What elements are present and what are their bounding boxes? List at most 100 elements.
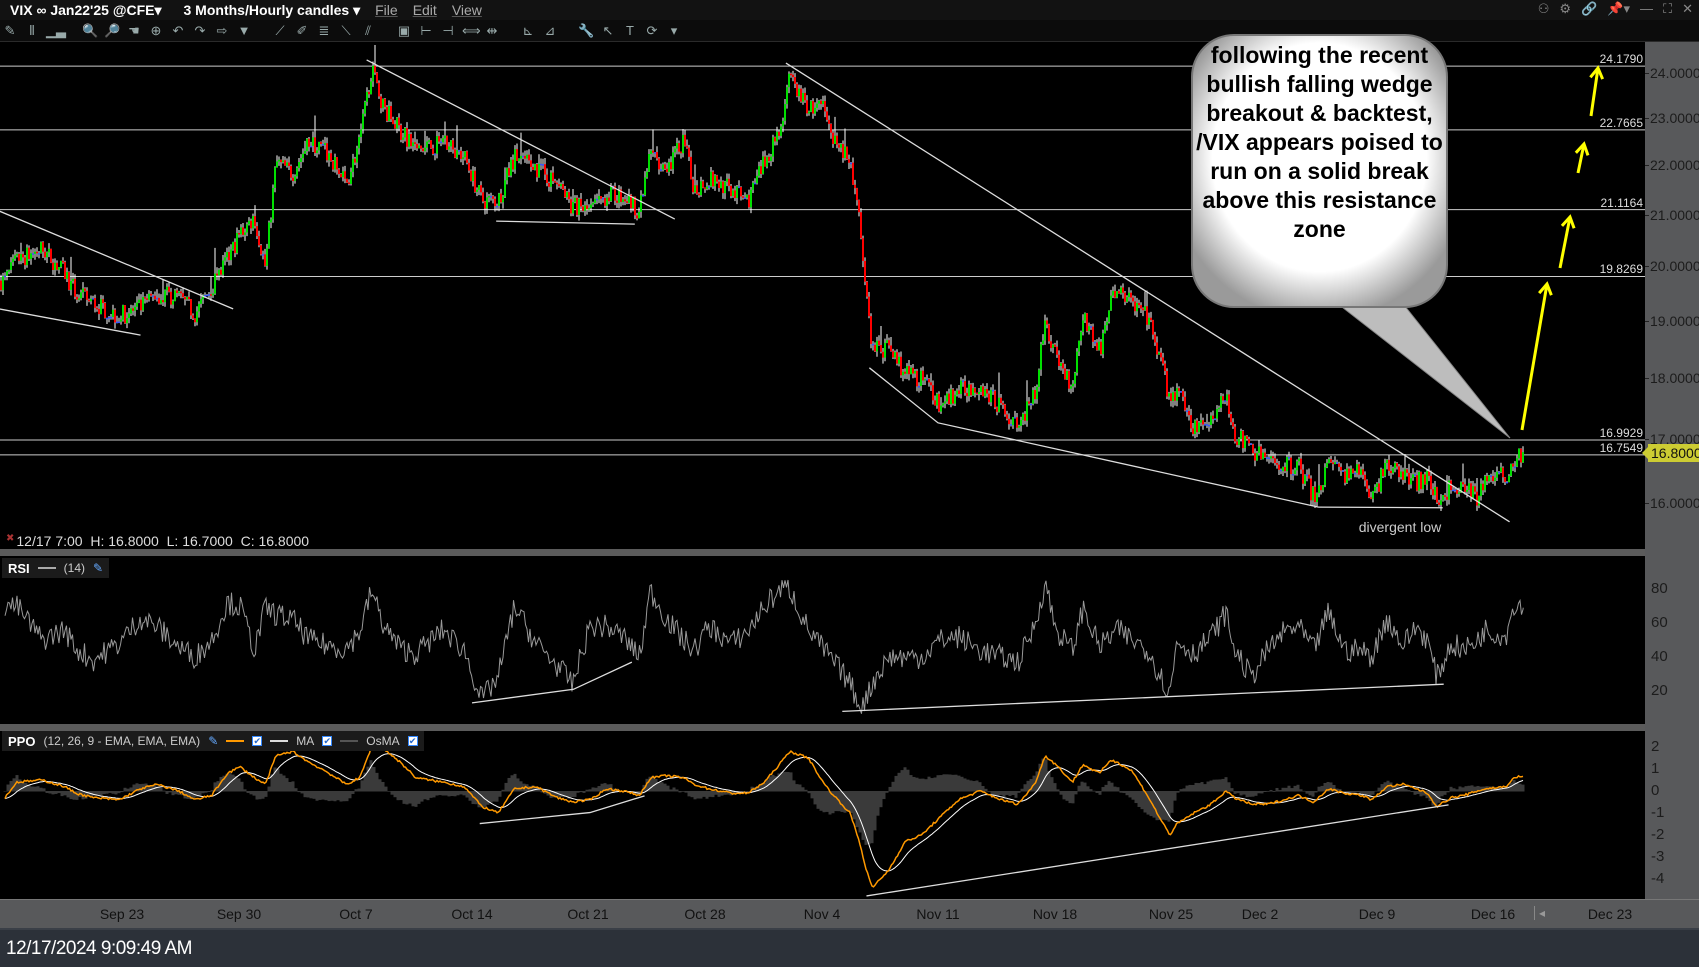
more-dropdown-icon[interactable]: ▾: [670, 22, 678, 38]
candle-body: [384, 98, 386, 107]
candle-body: [990, 389, 992, 403]
osma-bar: [951, 774, 955, 792]
ppo-visible-checkbox[interactable]: ✔: [252, 736, 263, 746]
edit-indicator-icon[interactable]: ✎: [93, 561, 104, 575]
osma-bar: [867, 791, 871, 845]
scale-auto-icon[interactable]: ⊿: [544, 22, 556, 38]
volume-bars-icon[interactable]: ▁▃: [46, 22, 66, 38]
candle-body: [464, 151, 466, 158]
channel-icon[interactable]: ⫽: [365, 22, 371, 38]
menu-file[interactable]: File: [375, 2, 398, 18]
rsi-trendline[interactable]: [471, 661, 633, 704]
timeframe-selector[interactable]: 3 Months/Hourly candles ▾: [183, 1, 361, 18]
price-trendline[interactable]: [868, 367, 1319, 508]
price-trendline[interactable]: [366, 59, 676, 220]
pointer-icon[interactable]: ↖: [602, 22, 614, 38]
ppo-panel[interactable]: [3, 746, 1525, 897]
price-axis[interactable]: [1645, 42, 1699, 928]
candle-body: [1256, 452, 1258, 461]
panel-divider[interactable]: [0, 724, 1645, 731]
osma-bar: [138, 784, 142, 792]
edit-indicator-icon[interactable]: ✎: [208, 734, 219, 748]
brush-icon[interactable]: ✐: [296, 22, 308, 38]
ohlc-bars-icon[interactable]: ⫴: [29, 22, 35, 38]
candle-body: [90, 298, 92, 302]
undo-icon[interactable]: ↶: [172, 22, 184, 38]
ppo-trendline[interactable]: [866, 804, 1449, 897]
price-trendline[interactable]: [0, 308, 141, 336]
osma-bar: [708, 791, 712, 797]
compress-icon[interactable]: ⇹: [486, 22, 498, 38]
wrench-icon[interactable]: 🔧: [578, 22, 595, 38]
crosshair-icon[interactable]: ⊕: [150, 22, 162, 38]
osma-bar: [690, 791, 694, 798]
fib-icon[interactable]: ≣: [318, 22, 330, 38]
shift-left-icon[interactable]: ⊣: [442, 22, 454, 38]
ma-visible-checkbox[interactable]: ✔: [322, 736, 333, 746]
candle-body: [522, 155, 524, 158]
dropdown-triangle-icon[interactable]: ▼: [237, 23, 251, 38]
price-trendline[interactable]: [785, 62, 1510, 523]
rsi-panel[interactable]: [4, 579, 1524, 714]
readout-low: L: 16.7000: [166, 533, 233, 549]
hand-pan-icon[interactable]: ☚: [128, 22, 140, 38]
osma-bar: [1182, 788, 1186, 792]
menu-edit[interactable]: Edit: [412, 2, 437, 18]
shift-right-icon[interactable]: ⊢: [420, 22, 432, 38]
osma-bar: [417, 791, 421, 804]
draw-icon[interactable]: ✎: [4, 22, 16, 38]
ppo-header[interactable]: PPO (12, 26, 9 - EMA, EMA, EMA) ✎ ✔ MA ✔…: [2, 731, 424, 751]
candle-body: [1028, 401, 1030, 404]
redo-icon[interactable]: ↷: [194, 22, 206, 38]
osma-bar: [1356, 791, 1360, 793]
scale-icon[interactable]: ⊾: [522, 22, 534, 38]
candle-body: [606, 197, 608, 206]
osma-bar: [606, 784, 610, 792]
link-icon[interactable]: 🔗: [1581, 1, 1598, 16]
menu-view[interactable]: View: [451, 2, 482, 18]
settings-gear-icon[interactable]: ⚙: [1559, 1, 1572, 16]
candle-body: [1468, 483, 1470, 490]
price-panel[interactable]: [0, 44, 1645, 523]
price-trendline[interactable]: [0, 210, 234, 310]
close-readout-icon[interactable]: ✖: [6, 533, 15, 544]
expand-icon[interactable]: ⟺: [462, 22, 481, 38]
rectangle-icon[interactable]: ▣: [397, 22, 411, 38]
link-chart-icon[interactable]: ⚇: [1537, 1, 1550, 16]
candle-body: [1298, 458, 1300, 462]
date-axis[interactable]: Sep 23 Sep 30 Oct 7 Oct 14 Oct 21 Oct 28 Nov 4…: [0, 899, 1699, 928]
price-trendline[interactable]: [1318, 506, 1443, 509]
candle-body: [414, 142, 416, 144]
panel-divider[interactable]: [0, 549, 1645, 556]
osma-bar: [210, 790, 214, 792]
osma-bar: [99, 791, 103, 797]
ppo-trendline[interactable]: [479, 795, 645, 825]
candle-body: [794, 77, 796, 84]
arrow-right-icon[interactable]: ⇨: [216, 22, 228, 38]
osma-bar: [495, 791, 499, 802]
text-icon[interactable]: T: [626, 23, 634, 38]
pin-icon[interactable]: 📌▾: [1607, 1, 1630, 16]
maximize-icon[interactable]: ⛶: [1662, 1, 1673, 16]
zoom-in-icon[interactable]: 🔍: [82, 22, 99, 38]
rsi-trendline[interactable]: [842, 683, 1444, 713]
readout-time: 12/17 7:00: [16, 533, 83, 549]
candle-body: [1318, 485, 1320, 494]
price-trendline[interactable]: [496, 220, 635, 225]
osma-visible-checkbox[interactable]: ✔: [407, 736, 418, 746]
osma-bar: [987, 791, 991, 792]
scroll-right-arrow-icon[interactable]: ◂: [1534, 906, 1545, 920]
zoom-out-icon[interactable]: 🔎: [104, 22, 121, 38]
text-trend-icon[interactable]: ⟋: [275, 22, 285, 38]
refresh-icon[interactable]: ⟳: [646, 22, 658, 38]
rsi-header[interactable]: RSI (14) ✎: [2, 558, 110, 578]
candle-body: [162, 300, 164, 303]
candle-body: [1428, 470, 1430, 476]
close-icon[interactable]: ✕: [1682, 1, 1693, 16]
osma-bar: [1206, 781, 1210, 792]
minimize-icon[interactable]: —: [1639, 1, 1653, 16]
candle-body: [660, 169, 662, 171]
symbol-selector[interactable]: VIX ∞ Jan22'25 @CFE▾: [10, 1, 162, 18]
trendline-icon[interactable]: ⟍: [341, 22, 351, 38]
